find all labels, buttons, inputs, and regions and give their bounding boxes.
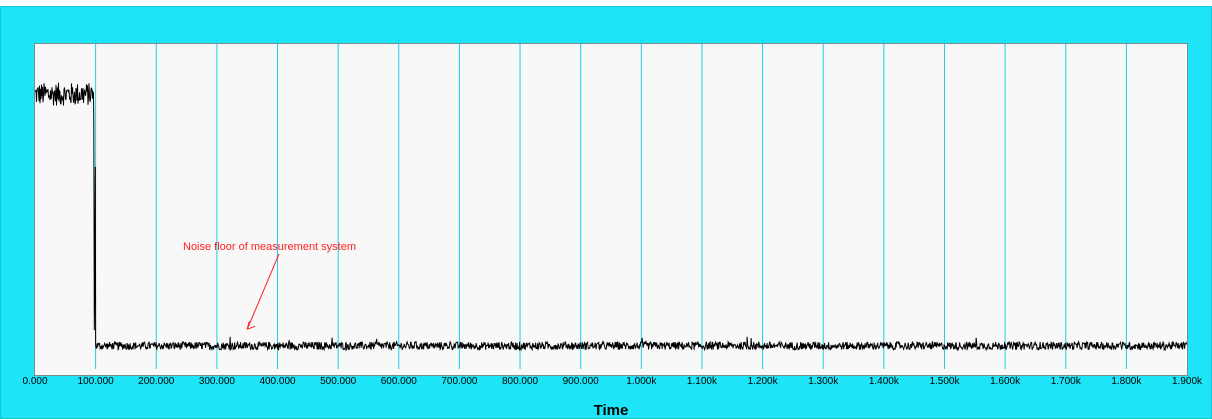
x-tick-label: 1.400k <box>869 376 900 387</box>
chart-frame: Noise floor of measurement system 0.000 1… <box>0 6 1212 419</box>
annotation-arrowhead <box>246 321 256 330</box>
x-tick-label: 100.000 <box>78 376 115 387</box>
chart-svg: Noise floor of measurement system 0.000 1… <box>22 38 1203 419</box>
x-tick-label: 1.900k <box>1172 376 1203 387</box>
x-tick-labels: 0.000 100.000 200.000 300.000 400.000 500.000… <box>22 376 1203 387</box>
x-tick-label: 500.000 <box>320 376 357 387</box>
x-tick-label: 1.300k <box>808 376 839 387</box>
x-tick-label: 900.000 <box>563 376 600 387</box>
x-tick-label: 1.200k <box>748 376 779 387</box>
x-tick-label: 1.800k <box>1111 376 1142 387</box>
plot-area <box>34 43 1188 376</box>
x-tick-label: 1.100k <box>687 376 718 387</box>
gridlines <box>95 38 1127 369</box>
x-tick-label: 800.000 <box>502 376 539 387</box>
x-tick-label: 200.000 <box>138 376 175 387</box>
x-tick-label: 1.500k <box>929 376 960 387</box>
x-tick-label: 0.000 <box>22 376 47 387</box>
x-tick-label: 700.000 <box>441 376 478 387</box>
x-tick-label: 1.700k <box>1051 376 1082 387</box>
annotations: Noise floor of measurement system <box>183 241 356 330</box>
x-tick-label: 400.000 <box>259 376 296 387</box>
x-tick-label: 1.600k <box>990 376 1021 387</box>
series-line <box>34 82 1188 352</box>
annotation-arrow <box>246 253 280 330</box>
annotation-text: Noise floor of measurement system <box>183 241 356 253</box>
x-tick-label: 1.000k <box>626 376 657 387</box>
series-layer <box>34 82 1188 352</box>
x-tick-label: 300.000 <box>199 376 236 387</box>
x-axis-title: Time <box>594 402 629 419</box>
x-tick-label: 600.000 <box>381 376 418 387</box>
